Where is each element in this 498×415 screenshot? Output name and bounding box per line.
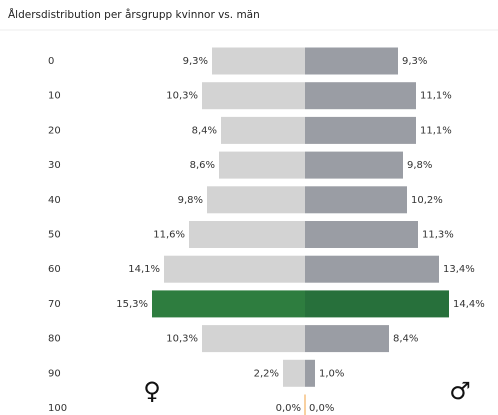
value-label: 11,1% <box>420 91 452 102</box>
bar <box>305 186 407 214</box>
bar <box>219 151 305 179</box>
bar <box>305 359 315 387</box>
value-label: 10,3% <box>166 334 198 345</box>
bar <box>202 82 305 110</box>
chart-title: Åldersdistribution per årsgrupp kvinnor … <box>8 8 260 21</box>
bar <box>207 186 305 214</box>
female-symbol: ♀ <box>143 377 161 405</box>
value-label: 14,4% <box>453 299 485 310</box>
value-label: 9,3% <box>402 56 427 67</box>
bar <box>305 221 418 248</box>
bar <box>305 255 439 283</box>
value-label: 0,0% <box>309 403 334 414</box>
bar <box>305 151 403 179</box>
bar <box>305 290 449 318</box>
bar <box>305 325 389 353</box>
value-label: 9,8% <box>178 195 203 206</box>
value-label: 11,3% <box>422 230 454 241</box>
category-label: 10 <box>48 91 61 102</box>
category-label: 30 <box>48 160 61 171</box>
category-label: 90 <box>48 368 61 379</box>
value-label: 10,2% <box>411 195 443 206</box>
bar <box>189 221 305 248</box>
value-label: 8,4% <box>192 125 217 136</box>
bar <box>283 359 305 387</box>
bar <box>164 255 305 283</box>
bar <box>305 116 416 144</box>
value-label: 8,4% <box>393 334 418 345</box>
category-label: 80 <box>48 334 61 345</box>
bar <box>305 47 398 75</box>
value-label: 1,0% <box>319 368 344 379</box>
category-label: 50 <box>48 230 61 241</box>
category-label: 70 <box>48 299 61 310</box>
bar <box>202 325 305 353</box>
bar <box>212 47 305 75</box>
category-label: 100 <box>48 403 67 414</box>
value-label: 2,2% <box>254 368 279 379</box>
category-label: 0 <box>48 56 54 67</box>
bar <box>221 116 305 144</box>
value-label: 11,1% <box>420 125 452 136</box>
value-label: 9,8% <box>407 160 432 171</box>
category-label: 40 <box>48 195 61 206</box>
bar <box>305 82 416 110</box>
value-label: 9,3% <box>183 56 208 67</box>
value-label: 13,4% <box>443 264 475 275</box>
value-label: 8,6% <box>190 160 215 171</box>
male-symbol: ♂ <box>449 377 471 405</box>
category-label: 60 <box>48 264 61 275</box>
category-label: 20 <box>48 125 61 136</box>
value-label: 11,6% <box>153 230 185 241</box>
bar <box>152 290 305 318</box>
value-label: 0,0% <box>276 403 301 414</box>
value-label: 14,1% <box>128 264 160 275</box>
value-label: 15,3% <box>116 299 148 310</box>
value-label: 10,3% <box>166 91 198 102</box>
